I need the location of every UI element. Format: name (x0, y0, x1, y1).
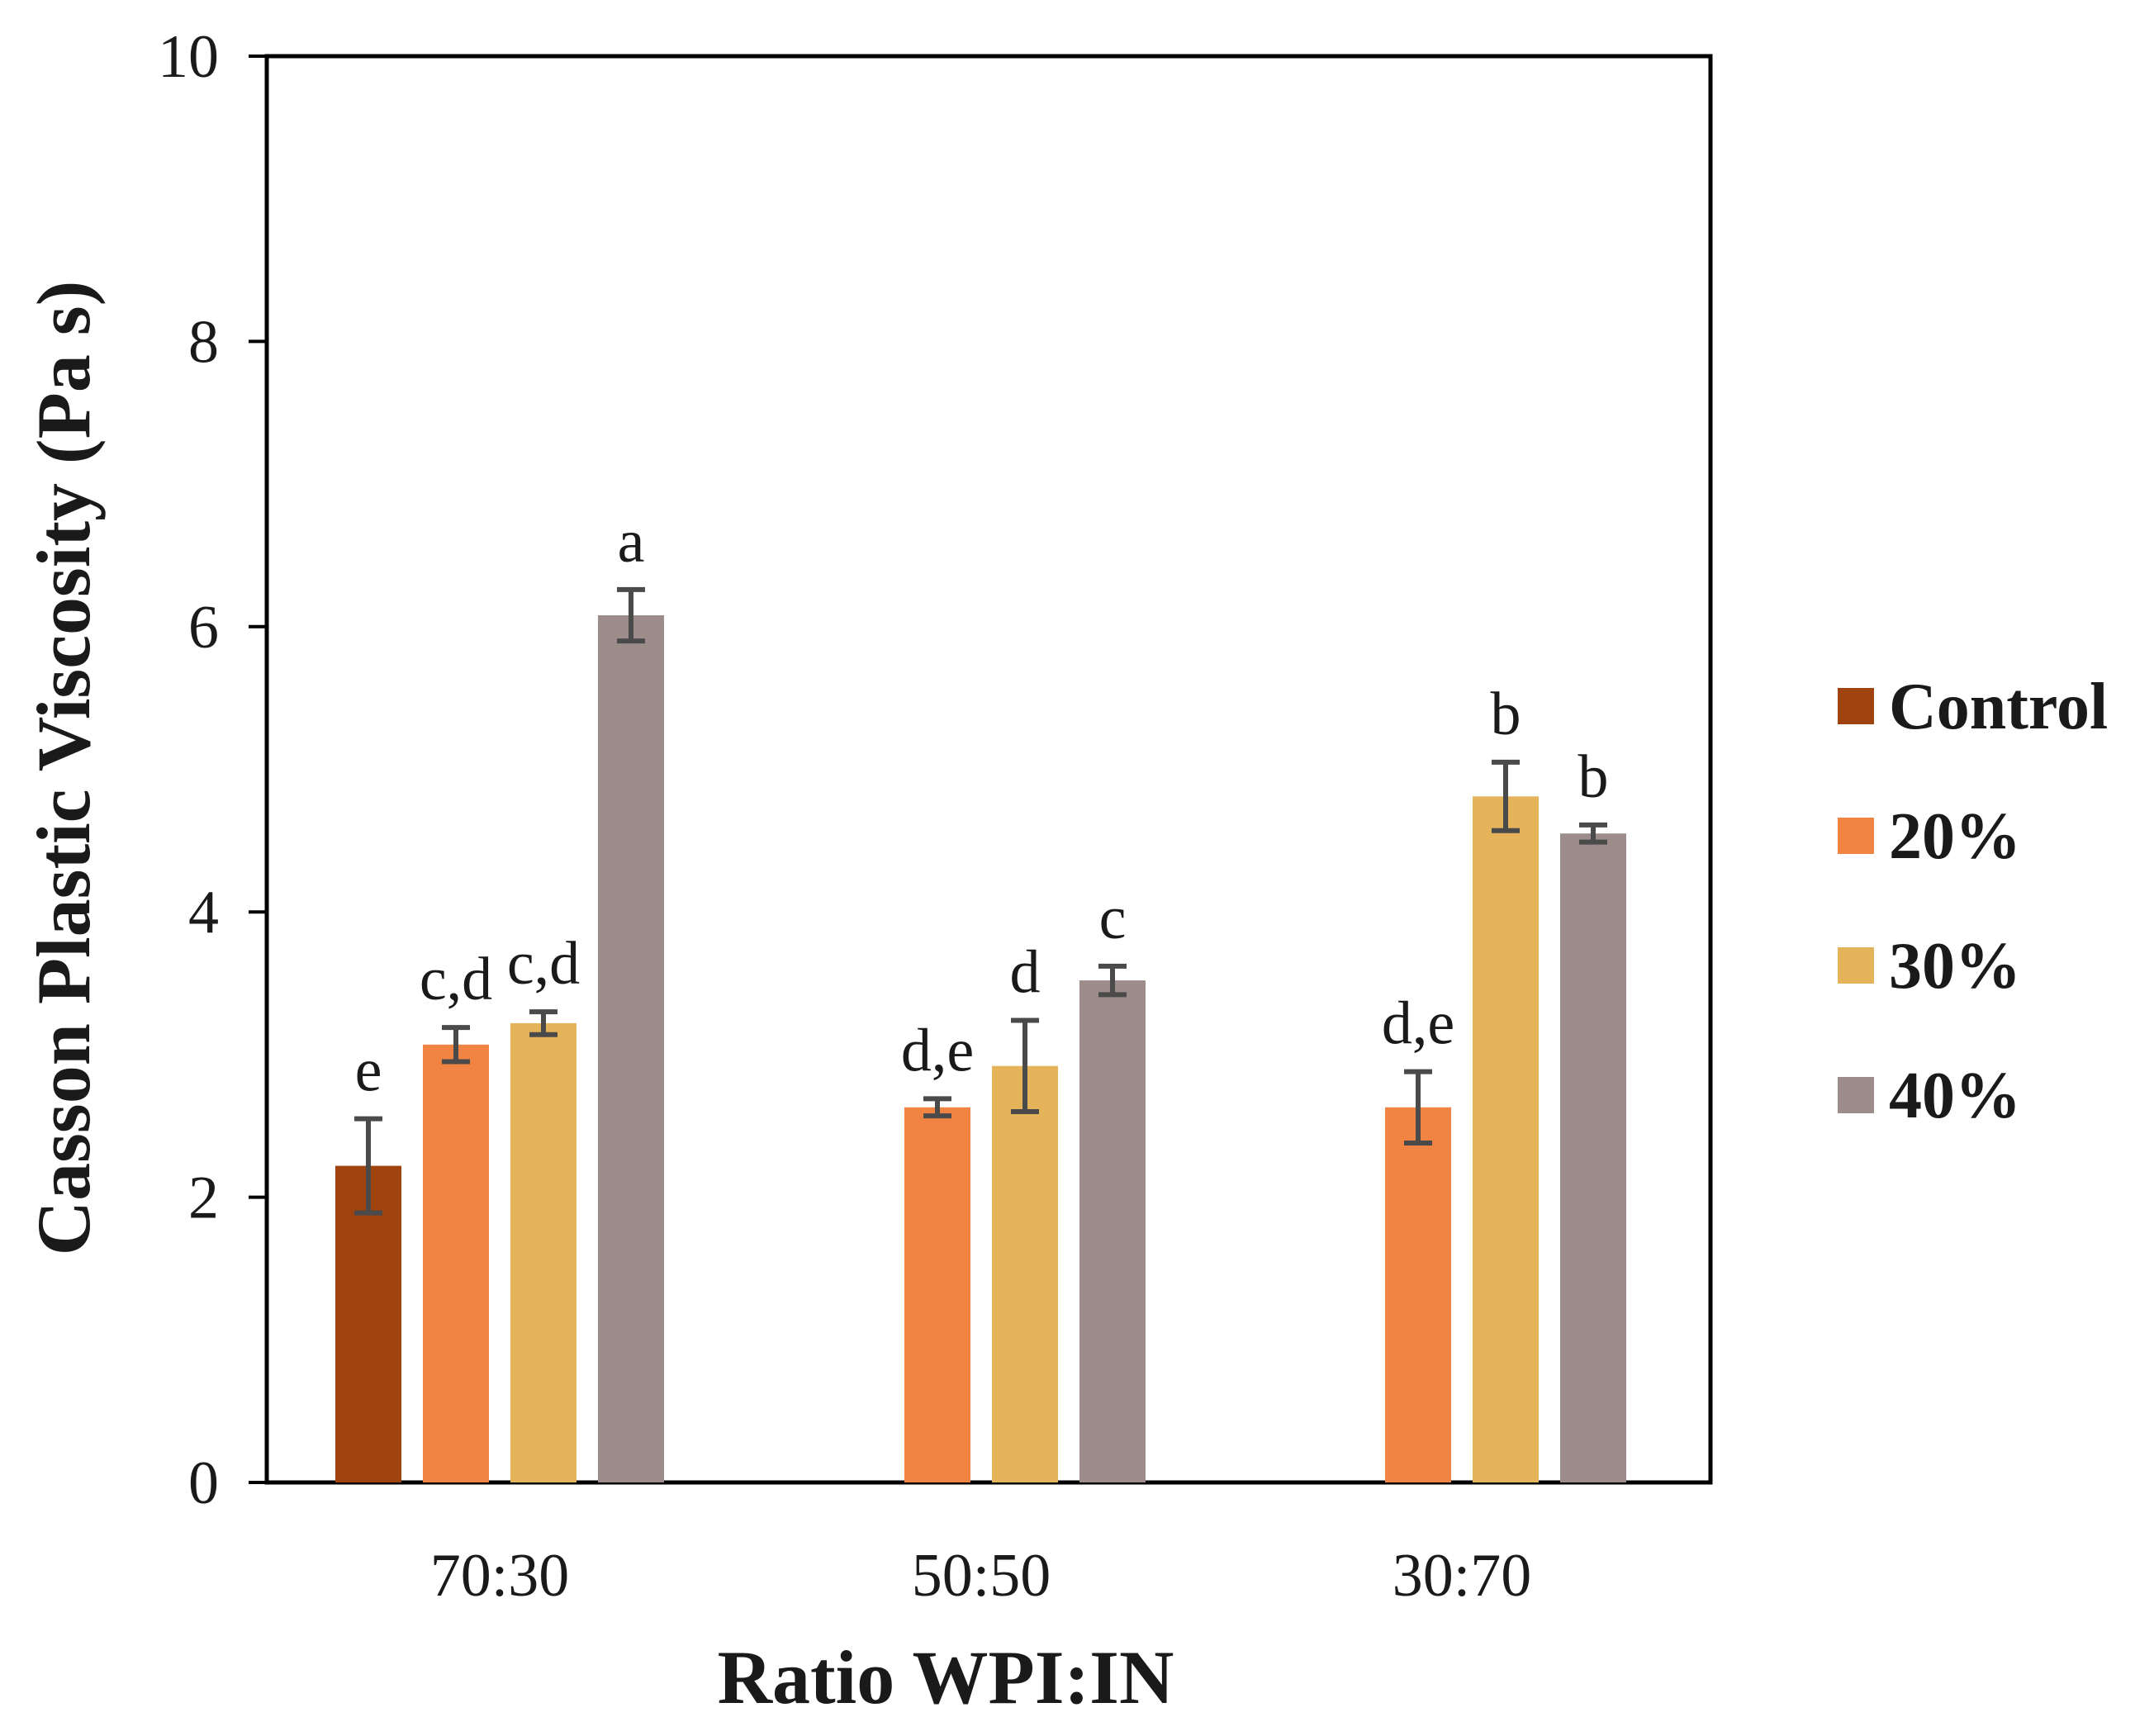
bar (1079, 980, 1146, 1482)
significance-label: b (1578, 743, 1609, 811)
y-tick-label: 0 (188, 1449, 219, 1517)
legend-label: 40% (1889, 1060, 2021, 1132)
error-bar (1098, 963, 1127, 998)
legend-swatch (1838, 688, 1874, 724)
y-axis-title: Casson Plastic Viscosity (Pa s) (21, 281, 106, 1256)
legend-swatch (1838, 947, 1874, 984)
y-tick-label: 10 (158, 23, 219, 91)
legend-label: 30% (1889, 930, 2021, 1003)
error-bar (1579, 822, 1607, 845)
error-bar (1404, 1069, 1432, 1145)
significance-label: a (618, 508, 645, 576)
legend-swatch (1838, 818, 1874, 854)
bar (992, 1065, 1058, 1482)
bar (1385, 1107, 1451, 1482)
plot-frame (264, 54, 1713, 1485)
x-tick-label: 30:70 (1393, 1542, 1532, 1610)
significance-label: d,e (1382, 990, 1454, 1058)
bar (1473, 796, 1539, 1482)
error-bar (529, 1009, 557, 1037)
significance-label: c (1099, 885, 1127, 952)
significance-label: c,d (507, 930, 580, 998)
y-tick-label: 8 (188, 308, 219, 376)
bar (598, 614, 664, 1482)
significance-label: d (1010, 938, 1041, 1006)
error-bar (442, 1025, 470, 1065)
bar (423, 1044, 489, 1482)
plot-area: 0 2 4 6 8 10 70:30 50:50 30:70 e c,d d,e d,e c,d d b a c b (158, 23, 1713, 1610)
significance-label: b (1491, 681, 1521, 748)
x-tick-label: 70:30 (430, 1542, 570, 1610)
legend-swatch (1838, 1077, 1874, 1113)
error-bar (1011, 1017, 1039, 1114)
x-axis-title: Ratio WPI:IN (718, 1635, 1174, 1719)
error-bar (1492, 759, 1520, 833)
bar (904, 1107, 970, 1482)
y-tick-label: 6 (188, 594, 219, 662)
significance-label: e (355, 1037, 382, 1105)
x-tick-label: 50:50 (912, 1542, 1051, 1610)
y-tick-label: 2 (188, 1164, 219, 1232)
legend: Control 20% 30% 40% (1838, 671, 2108, 1132)
y-tick-label: 4 (188, 879, 219, 946)
bar (1560, 833, 1626, 1482)
significance-label: d,e (901, 1017, 974, 1084)
error-bar (354, 1116, 382, 1216)
error-bar (617, 586, 645, 644)
error-bar (923, 1096, 951, 1119)
bar (335, 1165, 401, 1482)
legend-label: Control (1889, 671, 2108, 743)
significance-label: c,d (420, 946, 492, 1013)
bar (510, 1022, 576, 1482)
legend-label: 20% (1889, 800, 2021, 873)
